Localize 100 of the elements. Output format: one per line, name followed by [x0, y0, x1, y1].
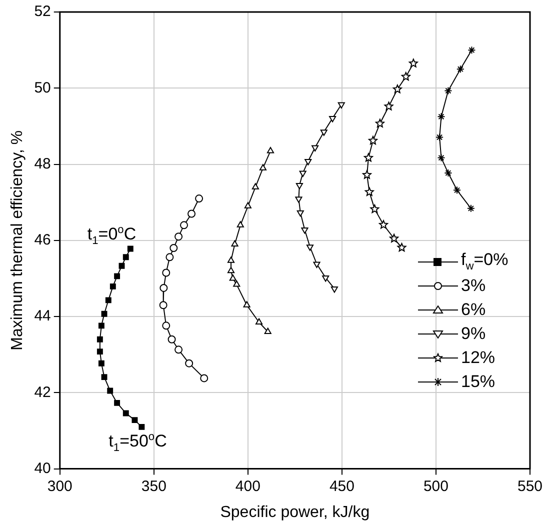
point [96, 348, 103, 355]
y-tick-label: 48 [34, 155, 51, 172]
point [114, 273, 120, 280]
point [301, 227, 308, 234]
point [166, 253, 174, 262]
y-tick-label: 40 [34, 460, 51, 477]
point [466, 204, 475, 212]
point [185, 359, 194, 368]
point [296, 182, 303, 190]
point [312, 145, 319, 152]
point [295, 196, 302, 203]
point [368, 136, 378, 145]
point [453, 186, 462, 194]
point [168, 335, 176, 344]
legend-label: 6% [461, 300, 486, 320]
point [401, 72, 410, 81]
point [375, 118, 384, 128]
legend-label: 12% [461, 348, 496, 368]
y-tick-label: 52 [34, 3, 51, 20]
point [110, 283, 116, 290]
point [174, 232, 183, 241]
x-tick-label: 550 [517, 478, 543, 495]
legend-label: f$_{w}$=0% [461, 250, 508, 273]
point [362, 170, 372, 179]
legend-label: 15% [461, 372, 496, 392]
point [118, 262, 125, 269]
point [233, 280, 240, 287]
point [122, 410, 129, 416]
point [162, 268, 170, 277]
y-axis-title: Maximum thermal efficiency, % [9, 130, 26, 350]
point [306, 244, 314, 251]
point [107, 388, 114, 394]
point [101, 374, 108, 380]
point [243, 301, 250, 308]
point [444, 86, 452, 95]
point [227, 266, 235, 274]
y-tick-label: 46 [34, 232, 51, 249]
y-tick-label: 50 [34, 79, 51, 96]
point [390, 234, 399, 242]
point [160, 284, 168, 292]
x-tick-label: 300 [47, 478, 72, 495]
point [322, 275, 330, 282]
point [364, 153, 373, 162]
annotation: t$_{1}$=50$^{o}$C [108, 430, 167, 454]
point [313, 262, 320, 268]
point [127, 246, 134, 252]
point [229, 274, 236, 281]
point [132, 417, 138, 424]
point [180, 221, 188, 230]
point [397, 242, 406, 252]
point [299, 170, 306, 178]
point [444, 169, 452, 178]
point [227, 256, 235, 263]
point [255, 318, 263, 324]
point [96, 336, 103, 342]
point [329, 116, 336, 122]
point [114, 400, 120, 406]
point [122, 254, 129, 260]
point [436, 133, 444, 142]
point [195, 194, 204, 203]
legend-label: 3% [461, 276, 486, 296]
point [456, 65, 464, 74]
point [138, 424, 145, 430]
point [170, 244, 178, 252]
point [98, 322, 104, 329]
point [296, 210, 304, 217]
point [231, 240, 238, 246]
point [98, 360, 104, 366]
point [384, 102, 394, 110]
point [159, 301, 168, 310]
point [264, 328, 272, 334]
legend-label: 9% [461, 324, 486, 344]
x-tick-label: 450 [329, 478, 354, 495]
y-tick-label: 42 [34, 384, 51, 401]
point [370, 204, 380, 214]
x-axis-title: Specific power, kJ/kg [220, 504, 370, 521]
point [364, 187, 374, 196]
point [188, 210, 196, 218]
point [174, 346, 183, 354]
point [338, 102, 345, 108]
x-tick-label: 400 [235, 478, 260, 495]
point [437, 112, 446, 121]
annotation: t$_{1}$=0$^{o}$C [87, 224, 136, 247]
point [101, 310, 108, 317]
point [105, 297, 112, 304]
point [266, 146, 274, 154]
point [408, 58, 418, 68]
point [252, 183, 259, 190]
point [162, 322, 170, 330]
point [437, 154, 446, 162]
point [330, 286, 338, 293]
point [392, 84, 402, 94]
point [236, 221, 244, 228]
point [468, 46, 476, 54]
point [379, 220, 388, 229]
point [259, 164, 267, 170]
point [320, 130, 328, 136]
x-tick-label: 500 [423, 478, 448, 495]
point [304, 158, 312, 166]
y-tick-label: 44 [34, 308, 51, 325]
